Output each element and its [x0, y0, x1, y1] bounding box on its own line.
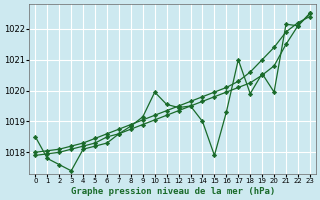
X-axis label: Graphe pression niveau de la mer (hPa): Graphe pression niveau de la mer (hPa)	[70, 187, 275, 196]
